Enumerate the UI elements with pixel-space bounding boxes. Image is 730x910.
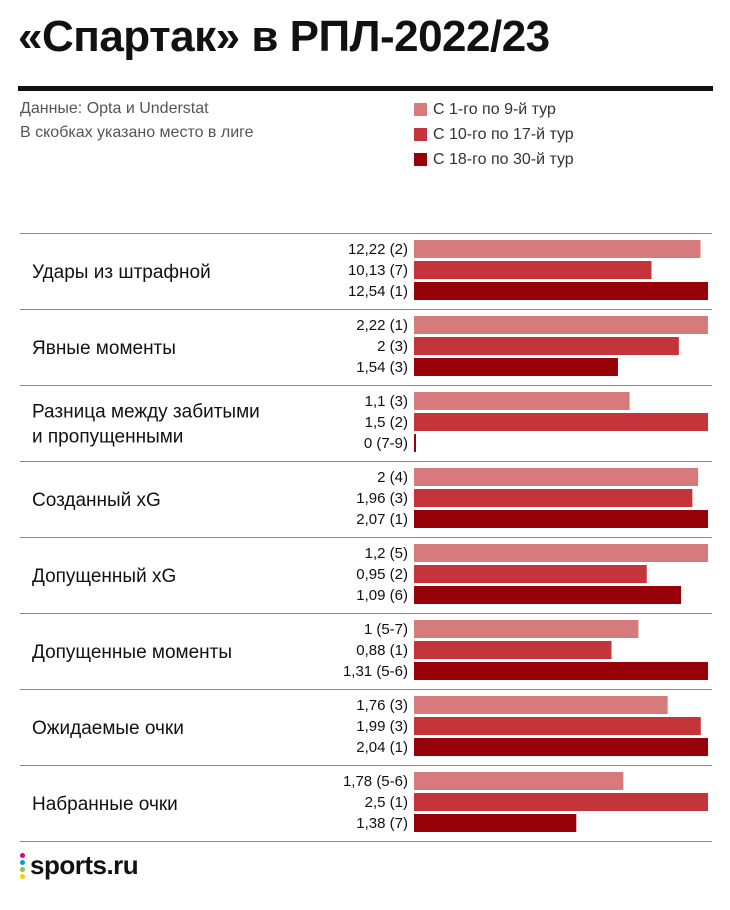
bar-value-label: 1,09 (6)	[356, 587, 408, 604]
category-label: Удары из штрафной	[32, 262, 211, 283]
bar	[414, 316, 708, 334]
logo-dots-icon	[18, 852, 28, 880]
bar-value-label: 10,13 (7)	[348, 262, 408, 279]
legend-swatch-1	[414, 103, 427, 116]
bar	[414, 565, 647, 583]
bar-value-label: 1,1 (3)	[365, 393, 408, 410]
category-label: Явные моменты	[32, 338, 176, 359]
bar	[414, 793, 708, 811]
bar-value-label: 12,22 (2)	[348, 241, 408, 258]
legend-item-1: С 1-го по 9-й тур	[414, 97, 574, 122]
bar	[414, 772, 624, 790]
bar	[414, 261, 652, 279]
sports-ru-logo: sports.ru	[18, 850, 139, 881]
bar	[414, 240, 701, 258]
legend-swatch-2	[414, 128, 427, 141]
bar	[414, 620, 639, 638]
legend-item-2: С 10-го по 17-й тур	[414, 122, 574, 147]
category-label: Разница между забитыми	[32, 402, 260, 423]
bar-value-label: 2,5 (1)	[365, 794, 408, 811]
bar-value-label: 0,95 (2)	[356, 566, 408, 583]
bar	[414, 282, 708, 300]
bar-value-label: 1 (5-7)	[364, 621, 408, 638]
legend-label-2: С 10-го по 17-й тур	[433, 125, 574, 143]
bar-value-label: 2 (3)	[377, 338, 408, 355]
category-label: и пропущенными	[32, 427, 183, 448]
category-label: Набранные очки	[32, 794, 178, 815]
bar	[414, 586, 682, 604]
bar	[414, 337, 679, 355]
bar-value-label: 12,54 (1)	[348, 283, 408, 300]
legend-item-3: С 18-го по 30-й тур	[414, 147, 574, 172]
source-note: Данные: Opta и Understat	[20, 100, 209, 117]
bar	[414, 738, 708, 756]
bar-value-label: 1,31 (5-6)	[343, 663, 408, 680]
category-label: Ожидаемые очки	[32, 718, 184, 739]
title-rule	[18, 86, 713, 91]
bar-value-label: 1,99 (3)	[356, 718, 408, 735]
bar-value-label: 2,04 (1)	[356, 739, 408, 756]
bar	[414, 468, 699, 486]
bar	[414, 814, 577, 832]
bar-value-label: 0,88 (1)	[356, 642, 408, 659]
bar-value-label: 1,5 (2)	[365, 414, 408, 431]
bar	[414, 413, 708, 431]
bar-value-label: 1,54 (3)	[356, 359, 408, 376]
bar	[414, 434, 416, 452]
bar	[414, 392, 630, 410]
bar-value-label: 1,76 (3)	[356, 697, 408, 714]
category-label: Созданный xG	[32, 490, 161, 511]
chart-legend: С 1-го по 9-й тур С 10-го по 17-й тур С …	[414, 97, 574, 172]
bar	[414, 544, 708, 562]
bar	[414, 662, 708, 680]
bar-value-label: 2,22 (1)	[356, 317, 408, 334]
bar	[414, 641, 612, 659]
rank-note: В скобках указано место в лиге	[20, 124, 254, 141]
bar-value-label: 1,96 (3)	[356, 490, 408, 507]
bar	[414, 489, 693, 507]
category-label: Допущенный xG	[32, 566, 176, 587]
logo-text: sports.ru	[30, 850, 139, 880]
bar-value-label: 1,2 (5)	[365, 545, 408, 562]
bar	[414, 358, 618, 376]
bar-value-label: 1,38 (7)	[356, 815, 408, 832]
bar	[414, 510, 708, 528]
bar-value-label: 2 (4)	[377, 469, 408, 486]
category-label: Допущенные моменты	[32, 642, 232, 663]
page-title: «Спартак» в РПЛ-2022/23	[18, 12, 550, 61]
legend-swatch-3	[414, 153, 427, 166]
bar	[414, 696, 668, 714]
bar-value-label: 1,78 (5-6)	[343, 773, 408, 790]
bar	[414, 717, 701, 735]
bar-value-label: 2,07 (1)	[356, 511, 408, 528]
bar-value-label: 0 (7-9)	[364, 435, 408, 452]
legend-label-1: С 1-го по 9-й тур	[433, 100, 556, 118]
legend-label-3: С 18-го по 30-й тур	[433, 150, 574, 168]
